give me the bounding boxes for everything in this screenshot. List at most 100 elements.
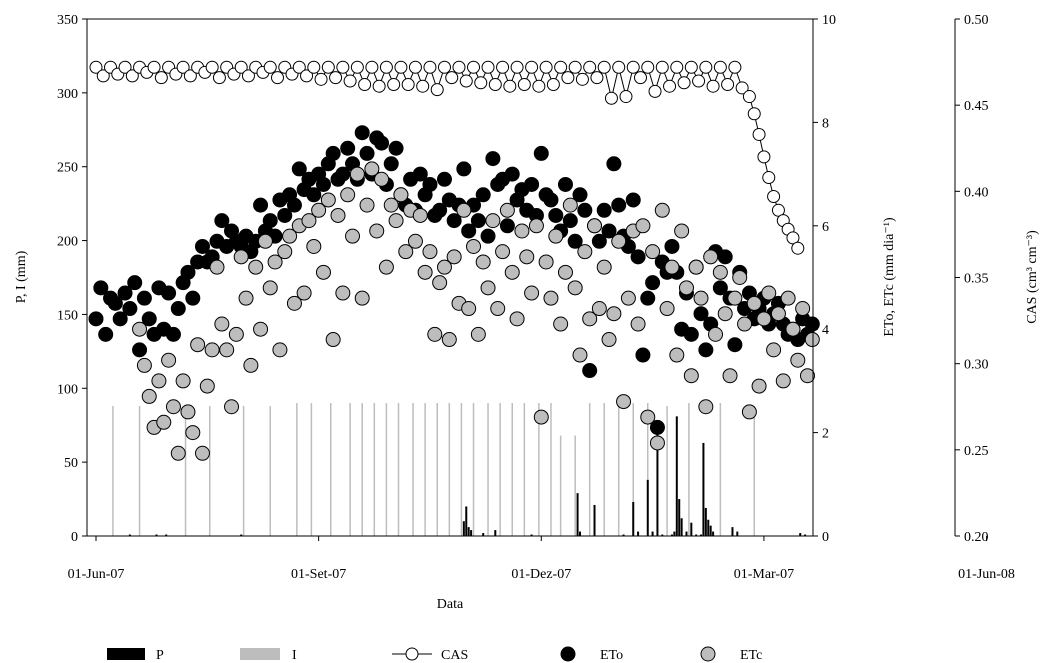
bar-i xyxy=(138,406,141,536)
point-eto xyxy=(88,311,104,327)
point-eto xyxy=(335,166,351,182)
bar-p xyxy=(670,534,673,536)
point-eto xyxy=(374,135,390,151)
point-etc xyxy=(640,409,656,425)
point-etc xyxy=(475,254,491,270)
point-etc xyxy=(277,244,293,260)
point-cas xyxy=(329,71,343,85)
point-eto xyxy=(132,342,148,358)
bar-p xyxy=(675,416,678,536)
point-etc xyxy=(567,280,583,296)
y-left-tick-label: 350 xyxy=(57,13,78,28)
bar-p xyxy=(470,530,473,536)
point-etc xyxy=(383,197,399,213)
point-eto xyxy=(354,125,370,141)
point-etc xyxy=(606,306,622,322)
legend-swatch-etc xyxy=(700,646,716,662)
point-cas xyxy=(176,60,190,74)
point-etc xyxy=(243,357,259,373)
series-i xyxy=(112,403,755,536)
axes: 0 50 100 150 200 250 300 350 0 2 4 6 8 10 0.20 0.25 0.30… xyxy=(57,13,1015,582)
bar-p xyxy=(702,442,705,536)
point-cas xyxy=(677,76,691,90)
point-cas xyxy=(300,69,314,83)
point-etc xyxy=(470,326,486,342)
y-mid-tick-label: 10 xyxy=(822,13,836,28)
point-cas xyxy=(488,77,502,91)
point-eto xyxy=(591,233,607,249)
y-mid-tick-label: 0 xyxy=(822,530,829,545)
point-eto xyxy=(170,301,186,317)
point-etc xyxy=(746,295,762,311)
point-cas xyxy=(539,60,553,74)
bar-i xyxy=(460,403,463,536)
y-left-tick-label: 200 xyxy=(57,235,78,250)
point-cas xyxy=(619,90,633,104)
bar-p xyxy=(482,533,485,536)
y-left-tick-label: 250 xyxy=(57,161,78,176)
point-cas xyxy=(554,60,568,74)
point-etc xyxy=(485,213,501,229)
y-axis-right-label: CAS (cm³ cm⁻³) xyxy=(1025,230,1040,324)
y-mid-tick-label: 2 xyxy=(822,427,829,442)
bar-p xyxy=(579,531,581,536)
point-etc xyxy=(398,244,414,260)
point-etc xyxy=(548,228,564,244)
point-eto xyxy=(107,295,123,311)
point-cas xyxy=(437,60,451,74)
point-etc xyxy=(306,238,322,254)
point-etc xyxy=(180,404,196,420)
point-etc xyxy=(466,238,482,254)
point-etc xyxy=(422,244,438,260)
point-cas xyxy=(89,60,103,74)
bar-p xyxy=(695,534,698,536)
point-eto xyxy=(470,213,486,229)
point-cas xyxy=(747,107,761,121)
bar-p xyxy=(678,499,681,536)
bar-p xyxy=(240,534,243,536)
point-cas xyxy=(663,79,677,93)
legend-label-etc: ETc xyxy=(740,648,762,663)
point-eto xyxy=(601,223,617,239)
point-eto xyxy=(543,192,559,208)
point-etc xyxy=(238,290,254,306)
point-etc xyxy=(582,311,598,327)
point-cas xyxy=(699,60,713,74)
y-left-tick-label: 0 xyxy=(71,530,78,545)
point-cas xyxy=(234,60,248,74)
point-eto xyxy=(432,202,448,218)
point-cas xyxy=(752,127,766,141)
point-cas xyxy=(183,69,197,83)
bar-i xyxy=(719,403,722,536)
bar-p xyxy=(530,534,533,536)
point-eto xyxy=(596,202,612,218)
point-eto xyxy=(635,347,651,363)
bar-i xyxy=(296,403,298,536)
point-eto xyxy=(548,207,564,223)
point-eto xyxy=(645,275,661,291)
y-right-tick-label: 0.45 xyxy=(964,99,989,114)
point-cas xyxy=(503,79,517,93)
series-p xyxy=(128,416,807,536)
bar-i xyxy=(208,406,211,536)
y-right-tick-label: 0.35 xyxy=(964,272,989,287)
point-etc xyxy=(315,264,331,280)
point-cas xyxy=(517,77,531,91)
point-etc xyxy=(557,264,573,280)
point-eto xyxy=(567,233,583,249)
point-etc xyxy=(407,233,423,249)
point-cas xyxy=(634,71,647,85)
point-etc xyxy=(340,187,356,203)
point-etc xyxy=(785,321,801,337)
point-etc xyxy=(722,368,738,384)
point-cas xyxy=(684,60,698,74)
point-cas xyxy=(416,79,430,93)
point-etc xyxy=(572,347,588,363)
point-etc xyxy=(601,332,617,348)
point-cas xyxy=(481,60,495,74)
bar-i xyxy=(523,403,526,536)
point-etc xyxy=(359,197,375,213)
y-left-tick-label: 50 xyxy=(64,456,78,471)
point-eto xyxy=(727,337,743,353)
bar-i xyxy=(448,403,451,536)
